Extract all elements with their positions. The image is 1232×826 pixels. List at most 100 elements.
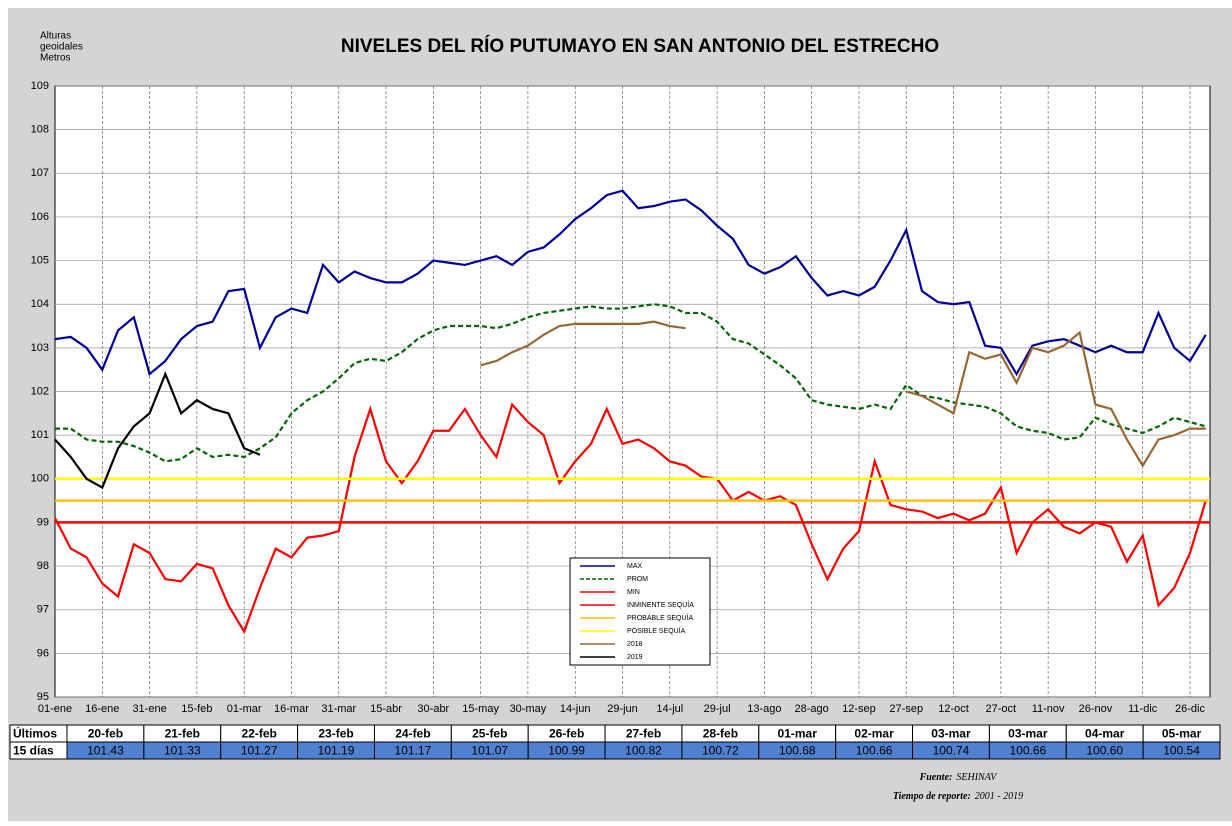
y-axis-label: geoidales [40, 42, 83, 53]
table-text: 100.54 [1163, 744, 1200, 758]
legend-label: 2018 [627, 641, 643, 648]
table-text: 22-feb [241, 727, 276, 741]
y-tick-label: 105 [31, 254, 49, 266]
table-text: 03-mar [931, 727, 971, 741]
x-tick-label: 26-dic [1175, 703, 1205, 715]
series-line [905, 330, 1206, 468]
table-text: 15 días [13, 744, 54, 758]
x-tick-label: 27-sep [889, 703, 923, 715]
y-tick-label: 99 [37, 516, 49, 528]
table-text: Últimos [13, 726, 57, 741]
table-text: 100.74 [933, 744, 970, 758]
x-tick-label: 11-nov [1032, 703, 1065, 715]
footer-label: Tiempo de reporte: [893, 791, 971, 802]
x-tick-label: 27-oct [986, 703, 1017, 715]
x-tick-label: 29-jul [704, 703, 731, 715]
x-tick-label: 28-ago [795, 703, 829, 715]
y-tick-label: 109 [31, 80, 49, 92]
table-text: 101.33 [164, 744, 201, 758]
table-text: 26-feb [549, 727, 584, 741]
table-text: 100.66 [1009, 744, 1046, 758]
y-tick-label: 100 [31, 473, 49, 485]
table-text: 02-mar [854, 727, 894, 741]
chart-title: NIVELES DEL RÍO PUTUMAYO EN SAN ANTONIO … [341, 35, 939, 57]
x-tick-label: 11-dic [1128, 703, 1158, 715]
table-text: 20-feb [88, 727, 123, 741]
footer-label: Fuente: [919, 772, 953, 783]
y-tick-label: 96 [37, 647, 49, 659]
table-text: 100.72 [702, 744, 739, 758]
x-tick-label: 15-abr [370, 703, 402, 715]
legend-label: 2019 [627, 654, 643, 661]
x-tick-label: 14-jul [656, 703, 683, 715]
legend-label: INMINENTE SEQUÍA [627, 600, 694, 609]
x-tick-label: 13-ago [747, 703, 781, 715]
x-tick-label: 14-jun [560, 703, 591, 715]
x-tick-label: 12-sep [842, 703, 876, 715]
table-text: 100.68 [779, 744, 816, 758]
x-tick-label: 30-may [510, 703, 547, 715]
x-tick-label: 15-feb [181, 703, 212, 715]
table-text: 23-feb [318, 727, 353, 741]
x-tick-label: 01-mar [227, 703, 262, 715]
table-text: 21-feb [165, 727, 200, 741]
table-text: 101.19 [318, 744, 355, 758]
y-axis-label: Alturas [40, 31, 71, 42]
y-tick-label: 98 [37, 560, 49, 572]
table-text: 04-mar [1085, 727, 1125, 741]
series-line [480, 320, 686, 367]
legend-label: MAX [627, 563, 643, 570]
y-tick-label: 104 [31, 298, 49, 310]
y-tick-label: 108 [31, 124, 49, 136]
table-text: 27-feb [626, 727, 661, 741]
table-cell [1142, 741, 1221, 760]
x-tick-label: 26-nov [1079, 703, 1113, 715]
table-text: 05-mar [1162, 727, 1202, 741]
table-text: 101.17 [395, 744, 432, 758]
y-tick-label: 103 [31, 342, 49, 354]
legend-box [569, 557, 711, 666]
table-text: 100.82 [625, 744, 662, 758]
table-text: 101.07 [471, 744, 508, 758]
footer-text: 2001 - 2019 [975, 791, 1023, 802]
series-line [54, 371, 261, 490]
y-tick-label: 101 [31, 429, 49, 441]
footer-note: Tiempo de reporte: 2001 - 2019 [893, 791, 1023, 802]
y-tick-label: 106 [31, 211, 49, 223]
table-text: 101.43 [87, 744, 124, 758]
table-text: 100.99 [548, 744, 585, 758]
y-tick-label: 102 [31, 385, 49, 397]
y-tick-label: 97 [37, 604, 49, 616]
series-line [54, 402, 1207, 635]
table-text: 101.27 [241, 744, 278, 758]
y-tick-label: 95 [37, 691, 49, 703]
x-tick-label: 16-ene [85, 703, 119, 715]
table-text: 28-feb [703, 727, 738, 741]
x-tick-label: 31-ene [132, 703, 166, 715]
x-tick-label: 15-may [462, 703, 499, 715]
y-axis-label: Metros [40, 53, 71, 64]
legend-label: PROM [627, 576, 648, 583]
legend-label: PROBABLE SEQUÍA [627, 613, 693, 622]
footer-text: SEHINAV [956, 772, 998, 783]
legend-label: MIN [627, 589, 640, 596]
x-tick-label: 16-mar [274, 703, 309, 715]
x-tick-label: 12-oct [938, 703, 969, 715]
table-text: 100.66 [856, 744, 893, 758]
footer-note: Fuente: SEHINAV [919, 772, 999, 783]
legend-label: POSIBLE SEQUÍA [627, 626, 686, 635]
x-tick-label: 01-ene [38, 703, 72, 715]
table-text: 24-feb [395, 727, 430, 741]
table-text: 100.60 [1086, 744, 1123, 758]
series-line [55, 303, 1207, 463]
y-tick-label: 107 [31, 167, 49, 179]
x-tick-label: 29-jun [607, 703, 638, 715]
series-line [54, 189, 1207, 377]
table-text: 03-mar [1008, 727, 1048, 741]
x-tick-label: 31-mar [321, 703, 356, 715]
x-tick-label: 30-abr [417, 703, 449, 715]
table-text: 01-mar [778, 727, 818, 741]
table-text: 25-feb [472, 727, 507, 741]
